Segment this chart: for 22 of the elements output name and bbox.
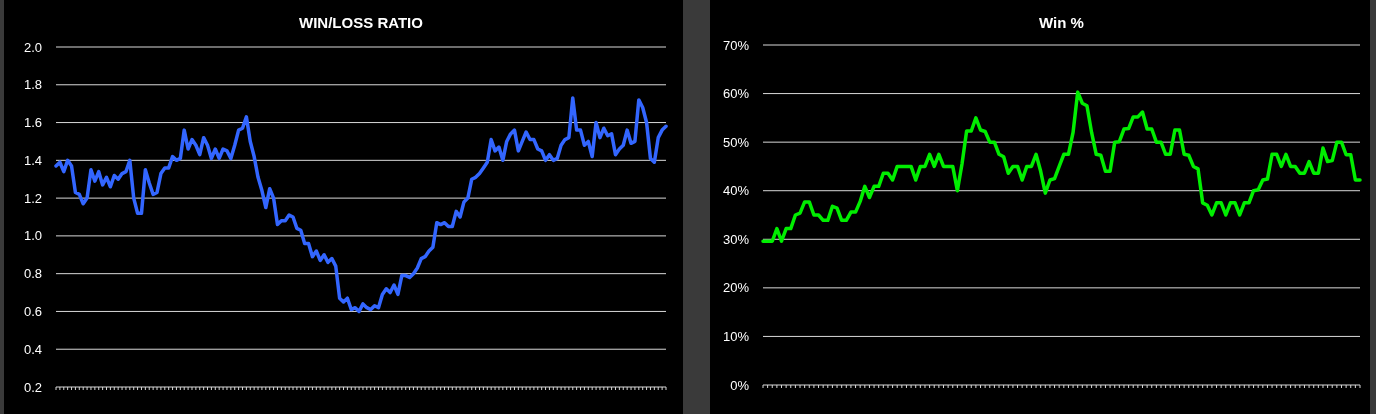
y-tick-label: 60% — [722, 86, 750, 102]
y-tick-label: 40% — [722, 183, 750, 199]
y-tick-label: 0.2 — [23, 379, 42, 395]
y-tick-label: 0.6 — [23, 303, 42, 319]
line-series — [54, 96, 668, 314]
chart-title: Win % — [1039, 14, 1084, 31]
chart-title: WIN/LOSS RATIO — [299, 14, 424, 31]
y-tick-label: 1.4 — [23, 152, 42, 168]
y-tick-label: 1.2 — [23, 190, 42, 206]
line-series — [761, 90, 1362, 243]
y-tick-label: 1.6 — [23, 115, 42, 131]
y-tick-label: 30% — [722, 231, 750, 247]
y-tick-label: 1.0 — [23, 228, 42, 244]
y-tick-label: 0.8 — [23, 266, 42, 282]
y-tick-label: 20% — [722, 280, 750, 296]
y-tick-label: 70% — [722, 37, 750, 53]
y-tick-label: 10% — [722, 328, 750, 344]
y-tick-label: 0.4 — [23, 341, 42, 357]
y-tick-label: 50% — [722, 134, 750, 150]
y-tick-label: 2.0 — [23, 39, 42, 55]
y-tick-label: 0% — [730, 377, 750, 393]
y-tick-label: 1.8 — [23, 77, 42, 93]
